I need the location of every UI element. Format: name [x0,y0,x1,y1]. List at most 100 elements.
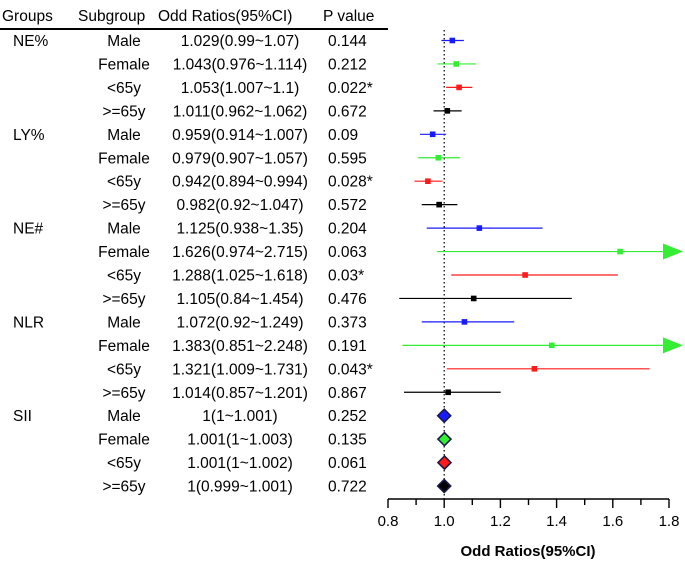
header-subgroup: Subgroup [78,8,145,25]
or-ci-text: 1(0.999~1.001) [187,479,293,496]
x-tick-label: 1.0 [434,513,455,530]
point-estimate [425,178,431,184]
subgroup-label: >=65y [102,291,145,308]
ci-arrow [663,337,683,354]
or-ci-text: 0.942(0.894~0.994) [172,174,308,191]
or-ci-text: 1(1~1.001) [202,408,277,425]
subgroup-label: Male [107,127,141,144]
p-value-text: 0.063 [328,244,367,261]
subgroup-label: >=65y [102,197,145,214]
table-header: Groups Subgroup Odd Ratios(95%CI) P valu… [0,8,388,30]
point-estimate [522,272,528,278]
point-estimate [549,342,555,349]
p-value-text: 0.09 [328,127,358,144]
or-ci-text: 1.321(1.009~1.731) [172,361,308,378]
p-value-text: 0.212 [328,56,367,73]
point-estimate [436,201,442,208]
point-estimate [445,389,451,396]
subgroup-label: >=65y [102,385,145,402]
subgroup-label: >=65y [102,103,145,120]
header-groups: Groups [2,8,53,25]
p-value-text: 0.061 [328,455,367,472]
point-estimate [436,431,453,447]
p-value-text: 0.043* [328,361,373,378]
point-estimate [444,108,451,114]
point-estimate [435,154,442,161]
x-axis-title: Odd Ratios(95%CI) [460,543,595,560]
p-value-text: 0.252 [328,408,367,425]
point-estimate [453,61,460,67]
or-ci-text: 1.288(1.025~1.618) [172,268,308,285]
x-tick-label: 1.8 [659,513,680,530]
subgroup-label: Male [107,33,141,50]
or-ci-text: 1.383(0.851~2.248) [172,338,308,355]
or-ci-text: 1.011(0.962~1.062) [173,103,308,120]
subgroup-label: Female [98,244,150,261]
point-estimate [436,408,452,424]
or-ci-text: 1.001(1~1.002) [187,455,293,472]
point-estimate [436,454,453,471]
or-ci-text: 1.029(0.99~1.07) [181,33,300,50]
x-tick-label: 0.8 [378,513,399,530]
x-tick-label: 1.4 [546,513,567,530]
subgroup-label: Female [98,150,150,167]
x-axis: 0.8 1.0 1.2 1.4 1.6 1.8 Odd Ratios(95%CI) [378,498,680,560]
point-estimate [449,37,456,44]
or-ci-text: 0.982(0.92~1.047) [176,197,303,214]
plot-area [399,30,683,499]
p-value-text: 0.672 [328,103,367,120]
point-estimate [461,319,468,325]
table-rows: NE% Male 1.029(0.99~1.07) 0.144 Female 1.043(… [13,33,373,496]
group-label: NE% [13,33,49,50]
or-ci-text: 1.072(0.92~1.249) [176,314,303,331]
subgroup-label: Female [98,432,150,449]
or-ci-text: 1.014(0.857~1.201) [172,385,308,402]
p-value-text: 0.595 [328,150,367,167]
p-value-text: 0.476 [328,291,367,308]
p-value-text: 0.028* [328,174,373,191]
point-estimate [470,295,477,302]
header-odd-ratios: Odd Ratios(95%CI) [158,8,292,25]
point-estimate [456,84,462,91]
point-estimate [531,366,538,372]
subgroup-label: Male [107,221,141,238]
group-label: NLR [13,314,44,331]
p-value-text: 0.572 [328,197,367,214]
p-value-text: 0.022* [328,80,373,97]
group-label: SII [13,408,32,425]
or-ci-text: 0.959(0.914~1.007) [172,127,308,144]
group-label: LY% [13,127,45,144]
ci-arrow [663,243,683,260]
or-ci-text: 1.626(0.974~2.715) [172,244,308,261]
header-p-value: P value [323,8,374,25]
or-ci-text: 1.105(0.84~1.454) [176,291,303,308]
or-ci-text: 0.979(0.907~1.057) [172,150,308,167]
p-value-text: 0.135 [328,432,367,449]
subgroup-label: <65y [107,455,141,472]
point-estimate [429,131,436,138]
subgroup-label: >=65y [102,479,145,496]
point-estimate [617,248,623,255]
or-ci-text: 1.043(0.976~1.114) [173,56,308,73]
p-value-text: 0.204 [328,221,367,238]
point-estimate [476,225,483,231]
group-label: NE# [13,221,44,238]
subgroup-label: <65y [107,361,141,378]
x-tick-label: 1.2 [490,513,511,530]
subgroup-label: Female [98,56,150,73]
subgroup-label: <65y [107,268,141,285]
subgroup-label: Male [107,408,141,425]
p-value-text: 0.191 [328,338,367,355]
p-value-text: 0.03* [328,268,364,285]
subgroup-label: <65y [107,174,141,191]
subgroup-label: Male [107,314,141,331]
p-value-text: 0.722 [328,479,367,496]
or-ci-text: 1.125(0.938~1.35) [176,221,303,238]
or-ci-text: 1.001(1~1.003) [187,432,293,449]
subgroup-label: Female [98,338,150,355]
p-value-text: 0.867 [328,385,367,402]
point-estimate [436,478,452,494]
x-tick-label: 1.6 [602,513,623,530]
or-ci-text: 1.053(1.007~1.1) [181,80,300,97]
